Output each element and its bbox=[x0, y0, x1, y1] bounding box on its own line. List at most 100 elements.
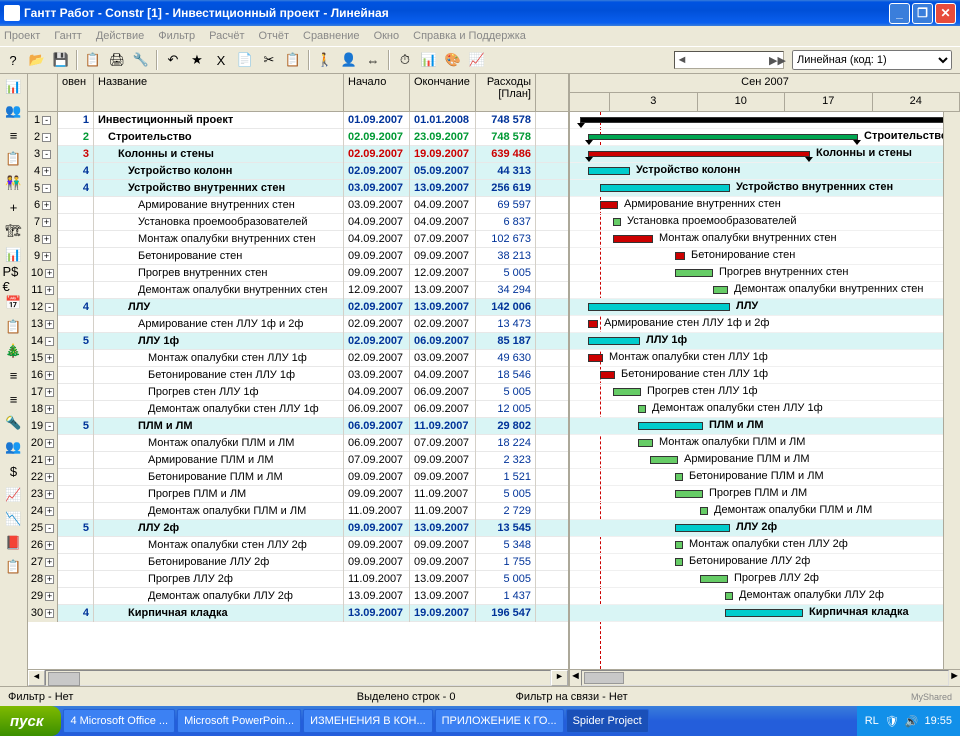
table-row[interactable]: 2-2Строительство02.09.200723.09.2007748 … bbox=[28, 129, 568, 146]
toolbar-button[interactable]: 🖨 bbox=[106, 49, 128, 71]
row-number[interactable]: 20+ bbox=[28, 435, 58, 452]
left-toolbar-button[interactable]: 📕 bbox=[2, 532, 26, 554]
row-number[interactable]: 3- bbox=[28, 146, 58, 163]
taskbar-item[interactable]: ПРИЛОЖЕНИЕ К ГО... bbox=[435, 709, 564, 733]
gantt-bar[interactable] bbox=[675, 473, 683, 481]
gantt-hscroll[interactable]: ◄► bbox=[570, 669, 960, 686]
table-row[interactable]: 1-1Инвестиционный проект01.09.200701.01.… bbox=[28, 112, 568, 129]
left-toolbar-button[interactable]: 📋 bbox=[2, 316, 26, 338]
gantt-row[interactable]: Колонны и стены bbox=[570, 146, 943, 163]
row-number[interactable]: 30+ bbox=[28, 605, 58, 622]
col-name[interactable]: Название bbox=[94, 74, 344, 111]
gantt-bar[interactable] bbox=[700, 507, 708, 515]
gantt-row[interactable]: Монтаж опалубки ПЛМ и ЛМ bbox=[570, 435, 943, 452]
row-name[interactable]: Монтаж опалубки стен ЛЛУ 1ф bbox=[94, 350, 344, 367]
row-number[interactable]: 26+ bbox=[28, 537, 58, 554]
table-row[interactable]: 5-4Устройство внутренних стен03.09.20071… bbox=[28, 180, 568, 197]
row-number[interactable]: 2- bbox=[28, 129, 58, 146]
toolbar-button[interactable]: 📈 bbox=[466, 49, 488, 71]
gantt-row[interactable]: Монтаж опалубки стен ЛЛУ 1ф bbox=[570, 350, 943, 367]
table-row[interactable]: 17+Прогрев стен ЛЛУ 1ф04.09.200706.09.20… bbox=[28, 384, 568, 401]
row-name[interactable]: Монтаж опалубки стен ЛЛУ 2ф bbox=[94, 537, 344, 554]
table-row[interactable]: 16+Бетонирование стен ЛЛУ 1ф03.09.200704… bbox=[28, 367, 568, 384]
row-name[interactable]: Бетонирование ПЛМ и ЛМ bbox=[94, 469, 344, 486]
row-name[interactable]: Демонтаж опалубки ЛЛУ 2ф bbox=[94, 588, 344, 605]
toolbar-button[interactable]: 📂 bbox=[26, 49, 48, 71]
row-number[interactable]: 15+ bbox=[28, 350, 58, 367]
table-row[interactable]: 14-5ЛЛУ 1ф02.09.200706.09.200785 187 bbox=[28, 333, 568, 350]
row-number[interactable]: 9+ bbox=[28, 248, 58, 265]
gantt-bar[interactable] bbox=[725, 609, 803, 617]
table-row[interactable]: 21+Армирование ПЛМ и ЛМ07.09.200709.09.2… bbox=[28, 452, 568, 469]
menu-item[interactable]: Справка и Поддержка bbox=[413, 30, 526, 42]
gantt-row[interactable]: Кирпичная кладка bbox=[570, 605, 943, 622]
gantt-bar[interactable] bbox=[600, 201, 618, 209]
taskbar-item[interactable]: Spider Project bbox=[566, 709, 649, 733]
toolbar-button[interactable]: 🚶 bbox=[314, 49, 336, 71]
row-name[interactable]: Демонтаж опалубки внутренних стен bbox=[94, 282, 344, 299]
gantt-body[interactable]: СтроительствоКолонны и стеныУстройство к… bbox=[570, 112, 943, 669]
row-number[interactable]: 1- bbox=[28, 112, 58, 129]
col-level[interactable]: овен bbox=[58, 74, 94, 111]
row-number[interactable]: 10+ bbox=[28, 265, 58, 282]
toolbar-button[interactable]: ⏱ bbox=[394, 49, 416, 71]
menu-item[interactable]: Отчёт bbox=[259, 30, 289, 42]
toolbar-button[interactable]: 📊 bbox=[418, 49, 440, 71]
gantt-bar[interactable] bbox=[588, 320, 598, 328]
row-number[interactable]: 29+ bbox=[28, 588, 58, 605]
table-row[interactable]: 19-5ПЛМ и ЛМ06.09.200711.09.200729 802 bbox=[28, 418, 568, 435]
table-row[interactable]: 6+Армирование внутренних стен03.09.20070… bbox=[28, 197, 568, 214]
table-row[interactable]: 24+Демонтаж опалубки ПЛМ и ЛМ11.09.20071… bbox=[28, 503, 568, 520]
gantt-bar[interactable] bbox=[713, 286, 728, 294]
col-end[interactable]: Окончание bbox=[410, 74, 476, 111]
left-toolbar-button[interactable]: 🎄 bbox=[2, 340, 26, 362]
row-name[interactable]: Бетонирование ЛЛУ 2ф bbox=[94, 554, 344, 571]
gantt-row[interactable]: Устройство внутренних стен bbox=[570, 180, 943, 197]
table-row[interactable]: 30+4Кирпичная кладка13.09.200719.09.2007… bbox=[28, 605, 568, 622]
left-toolbar-button[interactable]: 📊 bbox=[2, 244, 26, 266]
table-row[interactable]: 7+Установка проемообразователей04.09.200… bbox=[28, 214, 568, 231]
gantt-vscroll[interactable] bbox=[943, 112, 960, 669]
row-name[interactable]: Инвестиционный проект bbox=[94, 112, 344, 129]
row-number[interactable]: 6+ bbox=[28, 197, 58, 214]
gantt-bar[interactable] bbox=[613, 235, 653, 243]
timeline-slider[interactable]: ◄▶▶ bbox=[674, 51, 784, 69]
gantt-row[interactable]: ЛЛУ 2ф bbox=[570, 520, 943, 537]
toolbar-button[interactable]: X bbox=[210, 49, 232, 71]
toolbar-button[interactable]: ✂ bbox=[258, 49, 280, 71]
gantt-bar[interactable] bbox=[638, 405, 646, 413]
table-row[interactable]: 11+Демонтаж опалубки внутренних стен12.0… bbox=[28, 282, 568, 299]
menu-item[interactable]: Фильтр bbox=[158, 30, 195, 42]
row-name[interactable]: Бетонирование стен ЛЛУ 1ф bbox=[94, 367, 344, 384]
row-number[interactable]: 19- bbox=[28, 418, 58, 435]
left-toolbar-button[interactable]: 📊 bbox=[2, 76, 26, 98]
toolbar-button[interactable]: 📋 bbox=[82, 49, 104, 71]
gantt-row[interactable]: Армирование ПЛМ и ЛМ bbox=[570, 452, 943, 469]
gantt-row[interactable]: Устройство колонн bbox=[570, 163, 943, 180]
toolbar-button[interactable]: 📄 bbox=[234, 49, 256, 71]
row-number[interactable]: 21+ bbox=[28, 452, 58, 469]
clock[interactable]: 19:55 bbox=[924, 715, 952, 727]
row-name[interactable]: Устройство внутренних стен bbox=[94, 180, 344, 197]
gantt-row[interactable] bbox=[570, 112, 943, 129]
row-name[interactable]: ЛЛУ 1ф bbox=[94, 333, 344, 350]
toolbar-button[interactable]: 📋 bbox=[282, 49, 304, 71]
toolbar-button[interactable]: 🔧 bbox=[130, 49, 152, 71]
left-toolbar-button[interactable]: 📅 bbox=[2, 292, 26, 314]
left-toolbar-button[interactable]: 🔦 bbox=[2, 412, 26, 434]
gantt-row[interactable]: Армирование стен ЛЛУ 1ф и 2ф bbox=[570, 316, 943, 333]
taskbar-item[interactable]: Microsoft PowerPoin... bbox=[177, 709, 301, 733]
row-number[interactable]: 8+ bbox=[28, 231, 58, 248]
row-number[interactable]: 17+ bbox=[28, 384, 58, 401]
row-number[interactable]: 18+ bbox=[28, 401, 58, 418]
scale-select[interactable]: Линейная (код: 1) bbox=[792, 50, 952, 70]
gantt-row[interactable]: Бетонирование ПЛМ и ЛМ bbox=[570, 469, 943, 486]
row-number[interactable]: 23+ bbox=[28, 486, 58, 503]
left-toolbar-button[interactable]: + bbox=[2, 196, 26, 218]
toolbar-button[interactable]: 💾 bbox=[50, 49, 72, 71]
menu-item[interactable]: Гантт bbox=[54, 30, 82, 42]
table-row[interactable]: 23+Прогрев ПЛМ и ЛМ09.09.200711.09.20075… bbox=[28, 486, 568, 503]
minimize-button[interactable]: _ bbox=[889, 3, 910, 24]
row-number[interactable]: 5- bbox=[28, 180, 58, 197]
row-number[interactable]: 12- bbox=[28, 299, 58, 316]
